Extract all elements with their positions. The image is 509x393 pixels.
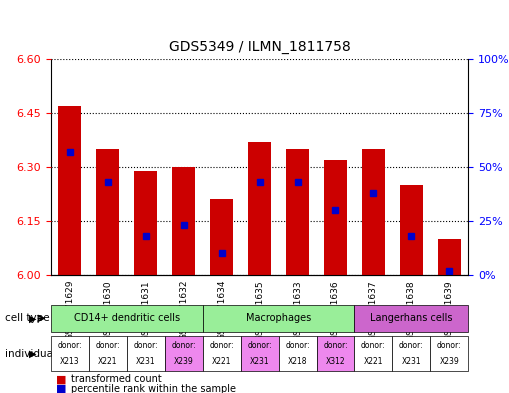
Text: CD14+ dendritic cells: CD14+ dendritic cells xyxy=(74,313,180,323)
Bar xyxy=(210,199,233,275)
Text: X221: X221 xyxy=(212,357,232,366)
Text: Langerhans cells: Langerhans cells xyxy=(370,313,453,323)
Text: donor:: donor: xyxy=(437,342,462,351)
Text: cell type: cell type xyxy=(5,313,50,323)
Text: donor:: donor: xyxy=(58,342,82,351)
Bar xyxy=(173,167,195,275)
Text: Macrophages: Macrophages xyxy=(246,313,311,323)
Bar xyxy=(96,149,119,275)
Text: donor:: donor: xyxy=(133,342,158,351)
Text: ■: ■ xyxy=(56,374,67,384)
Text: ▶: ▶ xyxy=(30,313,37,323)
Text: X218: X218 xyxy=(288,357,307,366)
Text: X221: X221 xyxy=(98,357,118,366)
Bar xyxy=(324,160,347,275)
Text: donor:: donor: xyxy=(399,342,423,351)
Text: X312: X312 xyxy=(326,357,345,366)
Bar xyxy=(286,149,309,275)
Text: ■: ■ xyxy=(56,384,67,393)
Text: donor:: donor: xyxy=(323,342,348,351)
Text: donor:: donor: xyxy=(172,342,196,351)
Text: X239: X239 xyxy=(439,357,459,366)
Text: X231: X231 xyxy=(136,357,156,366)
Text: X239: X239 xyxy=(174,357,193,366)
Title: GDS5349 / ILMN_1811758: GDS5349 / ILMN_1811758 xyxy=(168,40,351,54)
Text: donor:: donor: xyxy=(361,342,386,351)
Bar xyxy=(134,171,157,275)
Text: transformed count: transformed count xyxy=(71,374,162,384)
Text: ▶: ▶ xyxy=(30,349,37,359)
Text: donor:: donor: xyxy=(285,342,310,351)
Text: X231: X231 xyxy=(250,357,269,366)
Text: X213: X213 xyxy=(60,357,80,366)
Text: donor:: donor: xyxy=(247,342,272,351)
Bar xyxy=(400,185,423,275)
Text: percentile rank within the sample: percentile rank within the sample xyxy=(71,384,236,393)
Text: X231: X231 xyxy=(402,357,421,366)
Bar xyxy=(438,239,461,275)
Bar xyxy=(362,149,385,275)
Bar xyxy=(248,142,271,275)
Bar xyxy=(59,106,81,275)
Text: X221: X221 xyxy=(363,357,383,366)
Text: donor:: donor: xyxy=(96,342,120,351)
Text: donor:: donor: xyxy=(209,342,234,351)
Text: individual: individual xyxy=(5,349,56,359)
